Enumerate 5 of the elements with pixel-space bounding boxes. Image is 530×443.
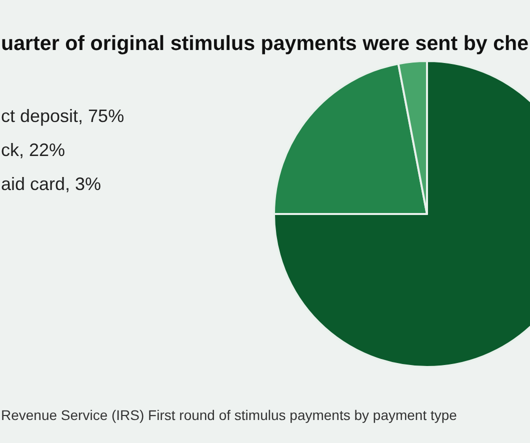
- text: ck, 22%: [1, 140, 66, 160]
- text: aid card, 3%: [1, 174, 102, 194]
- text: ct deposit, 75%: [1, 106, 124, 126]
- text: Revenue Service (IRS) First round of stimulus payments by payment type: [1, 407, 458, 423]
- chart-title: uarter of original stimulus payments were sent by che: [1, 32, 529, 55]
